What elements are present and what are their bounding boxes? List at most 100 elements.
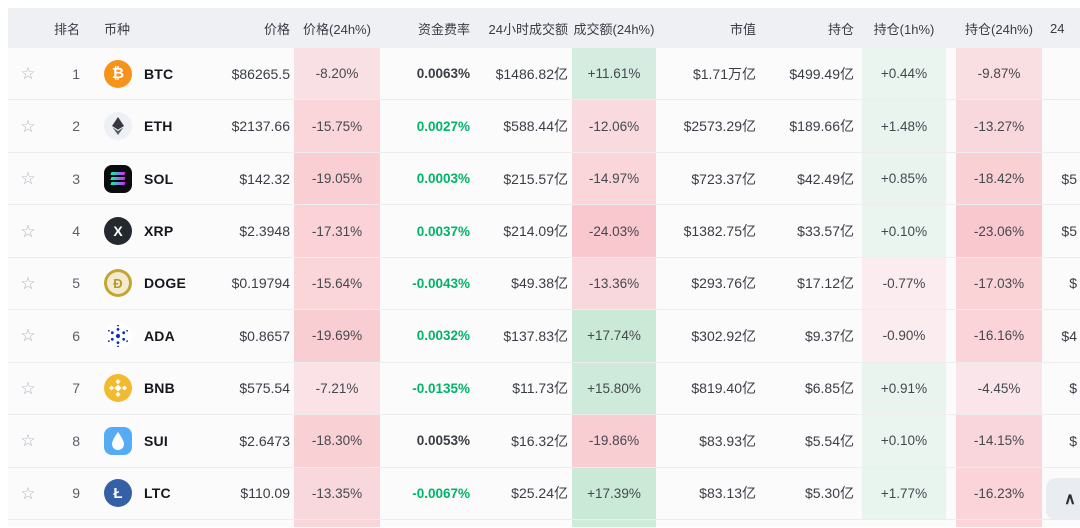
- oi-change-24h-cell: -18.42%: [956, 152, 1042, 205]
- price-value: $110.09: [240, 485, 290, 502]
- table-row[interactable]: ☆ 1 ₿ BTC $86265.5 -8.20% 0.0063% $1486.…: [8, 48, 1080, 101]
- price-value: $86265.5: [231, 65, 290, 82]
- price-value: $2137.66: [231, 118, 290, 135]
- oi-change-24h-value: -14.15%: [973, 433, 1025, 449]
- market-cap-value: $819.40亿: [691, 380, 756, 397]
- header-clipped-column[interactable]: 24: [1050, 20, 1065, 36]
- table-row[interactable]: ☆ 7 BNB $575.54 -7.21% -0.0135% $11.73亿 …: [8, 362, 1080, 416]
- market-cap-value: $83.93亿: [699, 432, 756, 449]
- oi-change-1h-value: +1.77%: [880, 485, 928, 501]
- volume-24h-value: $1486.82亿: [495, 65, 568, 82]
- header-coin[interactable]: 币种: [104, 21, 131, 37]
- table-row[interactable]: ☆ 8 SUI $2.6473 -18.30% 0.0053% $16.32亿 …: [8, 415, 1080, 468]
- table-row[interactable]: ☆ 3 SOL $142.32 -19.05% 0.0003% $215.57亿…: [8, 152, 1080, 206]
- rank-value: 9: [72, 485, 80, 502]
- header-open-interest[interactable]: 持仓: [827, 21, 854, 37]
- oi-change-1h-cell: +1.48%: [862, 100, 946, 152]
- favorite-star-icon[interactable]: ☆: [20, 64, 36, 84]
- price-change-24h-value: -8.20%: [315, 66, 359, 82]
- partial-next-row: [8, 519, 1080, 527]
- clipped-column-value: $5: [1061, 223, 1077, 240]
- favorite-star-icon[interactable]: ☆: [20, 326, 36, 346]
- table-row[interactable]: ☆ 4 X XRP $2.3948 -17.31% 0.0037% $214.0…: [8, 205, 1080, 258]
- header-price-24h[interactable]: 价格(24h%): [303, 21, 371, 37]
- favorite-star-icon[interactable]: ☆: [20, 116, 36, 136]
- price-value: $0.8657: [239, 327, 290, 344]
- coin-cell[interactable]: SUI: [92, 415, 228, 466]
- table-row[interactable]: ☆ 9 Ł LTC $110.09 -13.35% -0.0067% $25.2…: [8, 467, 1080, 520]
- ltc-icon: Ł: [104, 479, 132, 508]
- header-price[interactable]: 价格: [263, 21, 290, 37]
- volume-change-24h-value: +15.80%: [587, 380, 641, 396]
- volume-change-24h-cell: -14.97%: [572, 152, 656, 205]
- xrp-icon: X: [104, 217, 132, 246]
- rank-value: 2: [72, 118, 80, 135]
- header-rank[interactable]: 排名: [53, 21, 80, 37]
- open-interest-value: $5.54亿: [804, 432, 854, 449]
- oi-change-24h-cell: -13.27%: [956, 100, 1042, 152]
- coin-cell[interactable]: ETH: [92, 100, 228, 151]
- oi-change-1h-value: -0.77%: [882, 275, 926, 291]
- coin-symbol: ADA: [144, 327, 175, 344]
- market-cap-value: $302.92亿: [691, 327, 756, 344]
- coin-cell[interactable]: SOL: [92, 153, 228, 204]
- favorite-star-icon[interactable]: ☆: [20, 483, 36, 503]
- header-volume-change-24h[interactable]: 成交额(24h%): [573, 21, 655, 37]
- table-row[interactable]: ☆ 5 Ð DOGE $0.19794 -15.64% -0.0043% $49…: [8, 257, 1080, 311]
- price-value: $2.6473: [239, 432, 290, 449]
- price-change-24h-cell: -15.64%: [294, 257, 380, 310]
- volume-24h-value: $16.32亿: [511, 432, 568, 449]
- price-change-24h-cell: -17.31%: [294, 205, 380, 257]
- header-volume-24h[interactable]: 24小时成交额: [488, 21, 568, 37]
- coin-cell[interactable]: ADA: [92, 310, 228, 361]
- price-value: $142.32: [239, 170, 290, 187]
- price-change-24h-value: -17.31%: [311, 223, 363, 239]
- volume-change-24h-cell: -19.86%: [572, 415, 656, 467]
- header-market-cap[interactable]: 市值: [729, 21, 756, 37]
- favorite-star-icon[interactable]: ☆: [20, 221, 36, 241]
- market-cap-value: $723.37亿: [691, 170, 756, 187]
- clipped-column-value: $: [1069, 432, 1077, 449]
- header-funding-rate[interactable]: 资金费率: [417, 21, 470, 37]
- price-change-24h-value: -15.64%: [311, 275, 363, 291]
- price-value: $0.19794: [231, 275, 290, 292]
- rank-value: 4: [72, 223, 80, 240]
- favorite-star-icon[interactable]: ☆: [20, 169, 36, 189]
- oi-change-24h-value: -18.42%: [973, 171, 1025, 187]
- coin-symbol: BTC: [144, 65, 174, 82]
- header-oi-24h[interactable]: 持仓(24h%): [965, 21, 1033, 37]
- oi-change-24h-cell: -16.16%: [956, 310, 1042, 362]
- open-interest-value: $33.57亿: [797, 223, 854, 240]
- favorite-star-icon[interactable]: ☆: [20, 431, 36, 451]
- table-row[interactable]: ☆ 6 ADA $0.8657 -19.69% 0.0032% $137.83亿…: [8, 310, 1080, 363]
- price-value: $575.54: [239, 380, 290, 397]
- favorite-star-icon[interactable]: ☆: [20, 273, 36, 293]
- coin-cell[interactable]: X XRP: [92, 205, 228, 256]
- volume-change-24h-cell: -13.36%: [572, 257, 656, 310]
- favorite-star-icon[interactable]: ☆: [20, 378, 36, 398]
- funding-rate-value: -0.0135%: [412, 380, 470, 396]
- price-change-24h-cell: -7.21%: [294, 362, 380, 415]
- oi-change-24h-value: -4.45%: [977, 380, 1021, 396]
- oi-change-1h-cell: +0.85%: [862, 152, 946, 205]
- oi-change-1h-value: +0.44%: [880, 66, 928, 82]
- table-body: ☆ 1 ₿ BTC $86265.5 -8.20% 0.0063% $1486.…: [8, 48, 1080, 520]
- volume-24h-value: $11.73亿: [512, 380, 568, 397]
- price-change-24h-value: -7.21%: [315, 380, 359, 396]
- open-interest-value: $5.30亿: [804, 485, 854, 502]
- coin-cell[interactable]: Ł LTC: [92, 468, 228, 519]
- price-change-24h-cell: -13.35%: [294, 467, 380, 519]
- rank-value: 7: [72, 380, 80, 397]
- header-oi-1h[interactable]: 持仓(1h%): [873, 21, 935, 37]
- price-change-24h-value: -19.05%: [311, 171, 363, 187]
- scroll-to-top-button[interactable]: ∧: [1046, 478, 1080, 520]
- coin-symbol: SUI: [144, 432, 168, 449]
- coin-cell[interactable]: ₿ BTC: [92, 48, 228, 99]
- doge-icon: Ð: [104, 269, 132, 298]
- coin-cell[interactable]: BNB: [92, 363, 228, 414]
- volume-24h-value: $49.38亿: [511, 275, 568, 292]
- coin-cell[interactable]: Ð DOGE: [92, 258, 228, 309]
- table-row[interactable]: ☆ 2 ETH $2137.66 -15.75% 0.0027% $588.44…: [8, 100, 1080, 153]
- coin-symbol: LTC: [144, 485, 171, 502]
- oi-change-1h-cell: +1.77%: [862, 467, 946, 519]
